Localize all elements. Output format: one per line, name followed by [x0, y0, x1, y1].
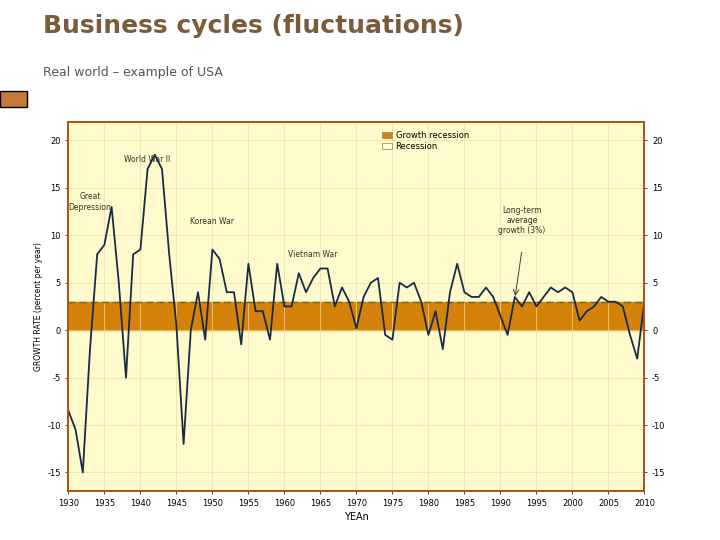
Text: Business cycles (fluctuations): Business cycles (fluctuations) — [43, 14, 464, 38]
Text: World War II: World War II — [125, 155, 171, 164]
Text: Vietnam War: Vietnam War — [289, 250, 338, 259]
Legend: Growth recession, Recession: Growth recession, Recession — [381, 130, 470, 152]
Text: Korean War: Korean War — [190, 217, 235, 226]
Y-axis label: GROWTH RATE (percent per year): GROWTH RATE (percent per year) — [34, 242, 43, 371]
Text: Great
Depression: Great Depression — [68, 192, 112, 212]
Text: Long-term
average
growth (3%): Long-term average growth (3%) — [498, 206, 546, 235]
Text: Real world – example of USA: Real world – example of USA — [43, 66, 223, 79]
FancyBboxPatch shape — [0, 91, 27, 107]
Text: 6: 6 — [10, 94, 17, 104]
Bar — [68, 302, 644, 330]
X-axis label: YEAn: YEAn — [344, 512, 369, 522]
